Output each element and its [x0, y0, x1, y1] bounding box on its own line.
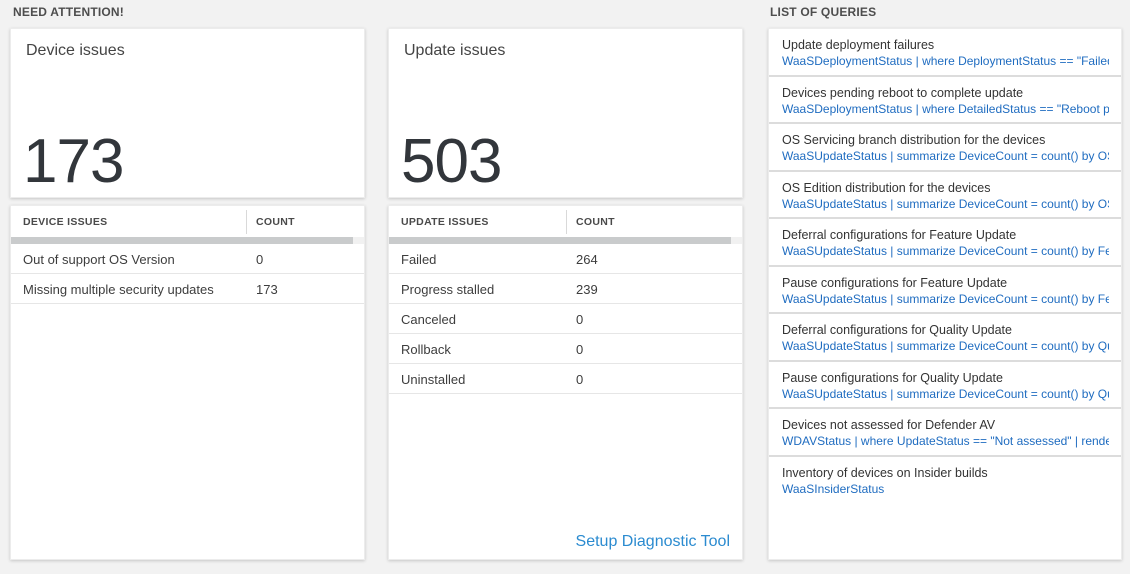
query-text[interactable]: WaaSUpdateStatus | summarize DeviceCount… — [782, 386, 1109, 401]
query-title: Devices pending reboot to complete updat… — [782, 85, 1024, 100]
update-issues-tile[interactable]: Update issues 503 — [388, 28, 743, 198]
query-text[interactable]: WaaSUpdateStatus | summarize DeviceCount… — [782, 291, 1109, 306]
query-title: Pause configurations for Quality Update — [782, 370, 1003, 385]
update-issues-count: 503 — [401, 126, 502, 196]
query-list-item[interactable]: OS Edition distribution for the devices … — [769, 172, 1121, 219]
update-issues-table-card: UPDATE ISSUES COUNT Failed 264 Progress … — [388, 205, 743, 560]
query-title: Update deployment failures — [782, 38, 935, 52]
device-issues-tile[interactable]: Device issues 173 — [10, 28, 365, 198]
query-list-item[interactable]: Update deployment failures WaaSDeploymen… — [769, 29, 1121, 77]
horizontal-scrollbar[interactable] — [11, 237, 364, 244]
query-title: OS Servicing branch distribution for the… — [782, 133, 1046, 147]
query-list-item[interactable]: Inventory of devices on Insider builds W… — [769, 457, 1121, 505]
table-row[interactable]: Out of support OS Version 0 — [11, 244, 364, 274]
row-label: Failed — [401, 252, 437, 267]
count-column-header: COUNT — [576, 216, 615, 228]
table-row[interactable]: Missing multiple security updates 173 — [11, 274, 364, 304]
count-column-header: COUNT — [256, 216, 295, 228]
scrollbar-thumb[interactable] — [11, 237, 354, 244]
query-list-item[interactable]: Deferral configurations for Quality Upda… — [769, 314, 1121, 362]
table-row[interactable]: Failed 264 — [389, 244, 742, 274]
query-title: Deferral configurations for Feature Upda… — [782, 228, 1017, 242]
row-label: Canceled — [401, 312, 456, 327]
scrollbar-thumb[interactable] — [389, 237, 732, 244]
row-label: Progress stalled — [401, 282, 495, 297]
query-title: Inventory of devices on Insider builds — [782, 465, 988, 480]
row-count: 0 — [576, 312, 584, 327]
row-count: 173 — [256, 282, 278, 297]
table-row[interactable]: Uninstalled 0 — [389, 364, 742, 394]
row-count: 0 — [576, 372, 584, 387]
row-label: Out of support OS Version — [23, 252, 175, 267]
row-count: 0 — [256, 252, 264, 267]
query-text[interactable]: WaaSInsiderStatus — [782, 481, 885, 496]
need-attention-section-label: NEED ATTENTION! — [13, 5, 124, 19]
query-title: OS Edition distribution for the devices — [782, 180, 991, 195]
update-issues-column-header: UPDATE ISSUES — [401, 216, 489, 228]
table-row[interactable]: Canceled 0 — [389, 304, 742, 334]
table-row[interactable]: Progress stalled 239 — [389, 274, 742, 304]
query-text[interactable]: WaaSDeploymentStatus | where DeploymentS… — [782, 54, 1109, 68]
query-title: Deferral configurations for Quality Upda… — [782, 323, 1012, 337]
device-issues-count: 173 — [23, 126, 124, 196]
row-label: Rollback — [401, 342, 451, 357]
row-count: 0 — [576, 342, 584, 357]
query-text[interactable]: WaaSUpdateStatus | summarize DeviceCount… — [782, 339, 1109, 353]
query-list-item[interactable]: OS Servicing branch distribution for the… — [769, 124, 1121, 172]
query-text[interactable]: WaaSDeploymentStatus | where DetailedSta… — [782, 101, 1109, 116]
query-list-item[interactable]: Devices pending reboot to complete updat… — [769, 77, 1121, 124]
query-list-item[interactable]: Pause configurations for Feature Update … — [769, 267, 1121, 314]
device-issues-table-header: DEVICE ISSUES COUNT — [11, 206, 364, 237]
query-title: Devices not assessed for Defender AV — [782, 418, 996, 432]
row-count: 239 — [576, 282, 598, 297]
row-label: Missing multiple security updates — [23, 282, 214, 297]
query-text[interactable]: WaaSUpdateStatus | summarize DeviceCount… — [782, 196, 1109, 211]
list-of-queries-section-label: LIST OF QUERIES — [770, 5, 877, 19]
horizontal-scrollbar[interactable] — [389, 237, 742, 244]
update-issues-tile-title: Update issues — [404, 42, 506, 59]
query-text[interactable]: WaaSUpdateStatus | summarize DeviceCount… — [782, 244, 1109, 258]
query-title: Pause configurations for Feature Update — [782, 275, 1008, 290]
column-divider — [566, 210, 567, 234]
row-label: Uninstalled — [401, 372, 466, 387]
update-issues-table-header: UPDATE ISSUES COUNT — [389, 206, 742, 237]
setup-diagnostic-tool-link[interactable]: Setup Diagnostic Tool — [575, 533, 730, 550]
table-row[interactable]: Rollback 0 — [389, 334, 742, 364]
query-text[interactable]: WaaSUpdateStatus | summarize DeviceCount… — [782, 149, 1109, 163]
query-list-panel: Update deployment failures WaaSDeploymen… — [768, 28, 1122, 560]
query-list-item[interactable]: Pause configurations for Quality Update … — [769, 362, 1121, 409]
query-list-item[interactable]: Deferral configurations for Feature Upda… — [769, 219, 1121, 267]
device-issues-table-card: DEVICE ISSUES COUNT Out of support OS Ve… — [10, 205, 365, 560]
row-count: 264 — [576, 252, 598, 267]
column-divider — [246, 210, 247, 234]
device-issues-column-header: DEVICE ISSUES — [23, 216, 108, 228]
query-list-item[interactable]: Devices not assessed for Defender AV WDA… — [769, 409, 1121, 457]
device-issues-tile-title: Device issues — [26, 42, 125, 59]
query-text[interactable]: WDAVStatus | where UpdateStatus == "Not … — [782, 434, 1109, 448]
